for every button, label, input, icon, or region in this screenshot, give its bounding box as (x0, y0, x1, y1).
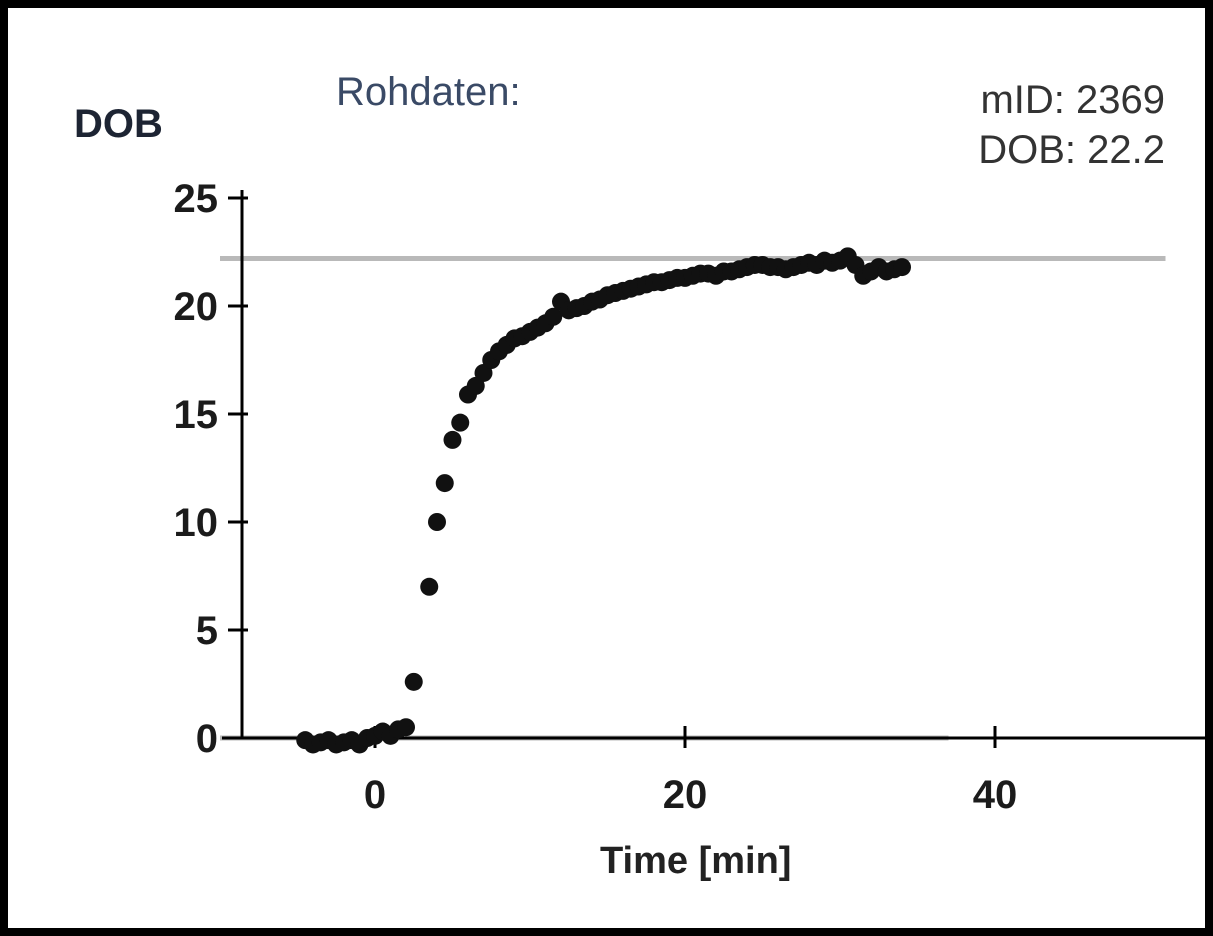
data-point (404, 672, 423, 691)
y-tick-label: 15 (174, 393, 219, 437)
data-point (451, 413, 470, 432)
y-tick-label: 0 (196, 717, 218, 761)
x-tick-label: 20 (663, 773, 708, 817)
y-tick-label: 5 (196, 609, 218, 653)
data-points (296, 247, 911, 754)
data-point (443, 430, 462, 449)
data-point (893, 258, 911, 277)
y-tick-label: 10 (174, 501, 219, 545)
reference-lines (220, 255, 1166, 741)
chart-title: Rohdaten: (336, 70, 521, 114)
y-tick-label: 20 (174, 285, 219, 329)
x-tick-label: 40 (973, 773, 1018, 817)
data-point (466, 376, 485, 395)
y-tick-label: 25 (174, 177, 219, 221)
data-point (397, 718, 415, 737)
data-point (544, 307, 563, 326)
x-tick-label: 0 (364, 773, 386, 817)
data-point (420, 577, 439, 596)
data-point (428, 513, 446, 531)
y-axis-label: DOB (74, 102, 163, 146)
tick-marks: 0 5 10 15 20 25 0 20 40 (174, 177, 1018, 817)
data-point (435, 474, 454, 493)
x-axis-label: Time [min] (600, 840, 792, 882)
data-point (474, 363, 493, 382)
mid-readout: mID: 2369 (980, 78, 1165, 122)
dob-readout: DOB: 22.2 (978, 128, 1165, 172)
